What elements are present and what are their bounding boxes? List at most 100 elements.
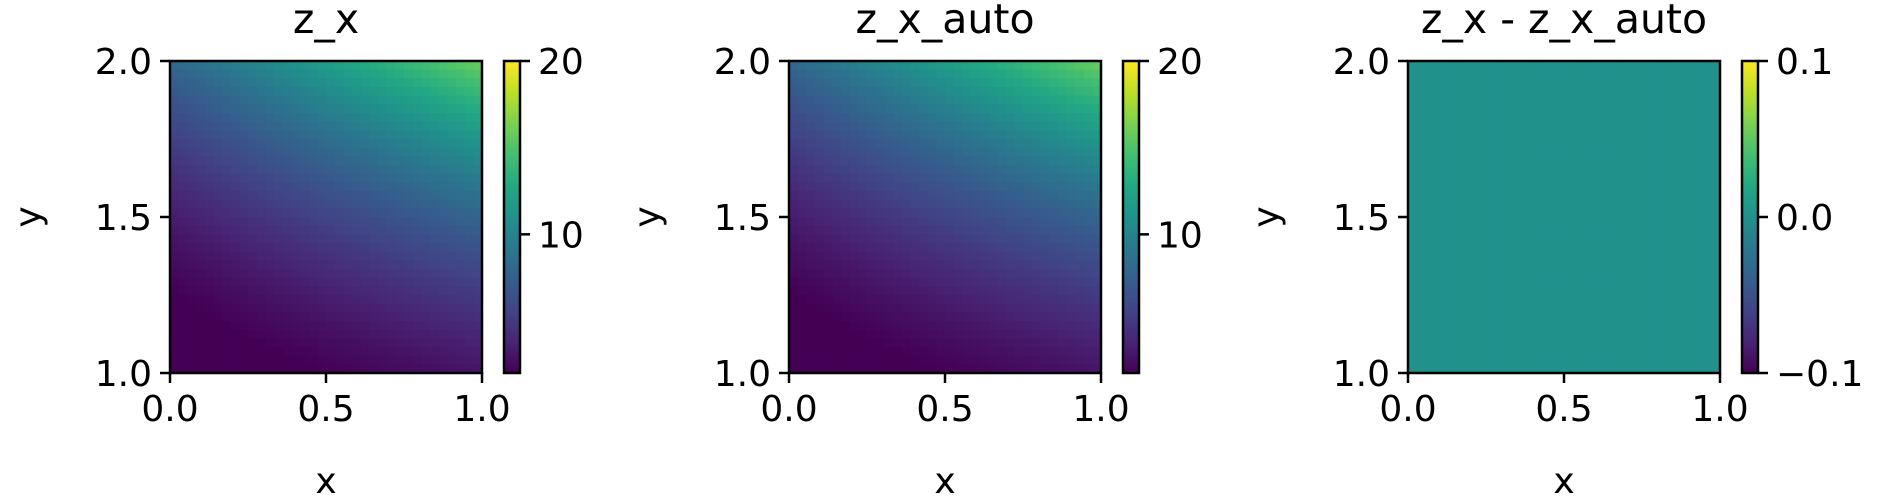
heatmap-cell [1434,347,1444,357]
heatmap-cell [936,156,946,166]
heatmap-cell [1442,173,1452,183]
heatmap-cell [222,113,232,123]
heatmap-cell [1676,69,1686,79]
heatmap-cell [343,165,353,175]
heatmap-cell [806,286,816,296]
heatmap-cell [1416,173,1426,183]
heatmap-cell [395,113,405,123]
heatmap-cell [369,243,379,253]
heatmap-cell [1642,303,1652,313]
heatmap-cell [979,182,989,192]
heatmap-cell [1451,61,1461,71]
heatmap-cell [1581,277,1591,287]
heatmap-cell [901,208,911,218]
heatmap-cell [1702,217,1712,227]
heatmap-cell [1668,78,1678,88]
heatmap-cell [875,156,885,166]
heatmap-cell [1014,156,1024,166]
heatmap-cell [404,87,414,97]
heatmap-cell [196,121,206,131]
heatmap-cell [265,69,275,79]
heatmap-cell [412,303,422,313]
heatmap-cell [936,329,946,339]
heatmap-cell [1607,338,1617,348]
heatmap-cell [421,199,431,209]
heatmap-cell [1538,182,1548,192]
heatmap-cell [997,277,1007,287]
heatmap-cell [1676,243,1686,253]
heatmap-cell [230,321,240,331]
heatmap-cell [893,260,903,270]
heatmap-cell [884,121,894,131]
heatmap-cell [230,234,240,244]
heatmap-cell [343,173,353,183]
heatmap-cell [438,217,448,227]
heatmap-cell [187,277,197,287]
heatmap-cell [1702,156,1712,166]
heatmap-cell [1005,208,1015,218]
heatmap-cell [927,139,937,149]
heatmap-cell [1075,347,1085,357]
heatmap-cell [945,199,955,209]
heatmap-cell [1633,321,1643,331]
heatmap-cell [823,269,833,279]
heatmap-cell [1676,295,1686,305]
heatmap-cell [178,321,188,331]
heatmap-cell [806,121,816,131]
heatmap-cell [797,277,807,287]
heatmap-cell [1564,303,1574,313]
heatmap-cell [1486,191,1496,201]
heatmap-cell [823,121,833,131]
heatmap-cell [1083,61,1093,71]
heatmap-cell [1538,208,1548,218]
heatmap-cell [1040,61,1050,71]
heatmap-cell [988,208,998,218]
heatmap-cell [438,208,448,218]
heatmap-cell [936,61,946,71]
heatmap-cell [369,173,379,183]
heatmap-cell [386,225,396,235]
heatmap-cell [1468,286,1478,296]
heatmap-cell [1650,225,1660,235]
heatmap-cell [386,121,396,131]
heatmap-cell [1590,173,1600,183]
heatmap-cell [797,121,807,131]
heatmap-cell [1607,295,1617,305]
heatmap-cell [1538,191,1548,201]
heatmap-cell [187,355,197,365]
heatmap-cell [1694,69,1704,79]
heatmap-cell [1598,251,1608,261]
heatmap-cell [901,355,911,365]
heatmap-cell [789,95,799,105]
heatmap-cell [1425,139,1435,149]
heatmap-cell [1711,277,1721,287]
heatmap-cell [222,329,232,339]
heatmap-cell [988,61,998,71]
heatmap-cell [1451,121,1461,131]
heatmap-cell [1014,199,1024,209]
heatmap-cell [988,156,998,166]
heatmap-cell [1460,277,1470,287]
heatmap-cell [979,199,989,209]
heatmap-cell [196,217,206,227]
heatmap-cell [369,87,379,97]
heatmap-cell [369,78,379,88]
heatmap-cell [1633,251,1643,261]
heatmap-cell [1581,61,1591,71]
heatmap-cell [170,147,180,157]
heatmap-cell [1503,61,1513,71]
x-axis-label: x [315,461,336,500]
heatmap-cell [971,130,981,140]
heatmap-cell [1031,295,1041,305]
heatmap-cell [815,321,825,331]
heatmap-cell [1040,338,1050,348]
heatmap-cell [438,364,448,374]
heatmap-cell [988,182,998,192]
heatmap-cell [213,321,223,331]
heatmap-cell [841,104,851,114]
heatmap-cell [962,269,972,279]
heatmap-cell [248,269,258,279]
heatmap-cell [1468,104,1478,114]
heatmap-cell [230,139,240,149]
